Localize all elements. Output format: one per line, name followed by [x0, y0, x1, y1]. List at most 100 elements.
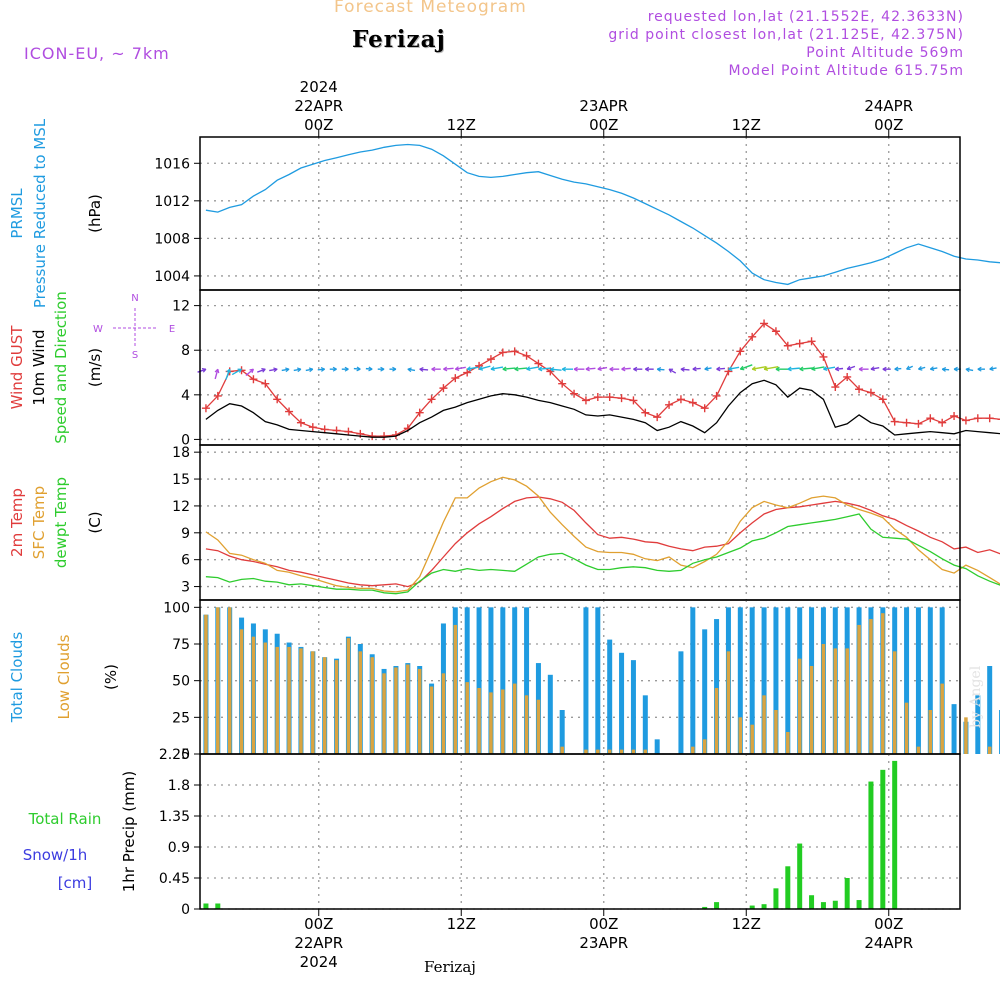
low-clouds-bar [453, 624, 458, 754]
location-name: Ferizaj [352, 26, 446, 53]
wind-arrow-head [296, 367, 302, 373]
wind-arrow-head [811, 366, 816, 372]
low-clouds-bar [489, 692, 493, 754]
total-clouds-bar [595, 607, 601, 754]
gust-marker [344, 427, 353, 436]
wind-direction-arrow [231, 368, 242, 376]
wind-arrow-head [633, 366, 638, 372]
low-clouds-bar [714, 688, 719, 754]
wind-arrow-head [704, 366, 709, 372]
low-clouds-bar [299, 648, 303, 754]
y-tick-label: 12 [172, 299, 190, 315]
compass-west: W [93, 324, 103, 335]
wind-arrow-head [526, 366, 531, 372]
wind-arrow-head [380, 366, 385, 372]
wind-arrow-head [775, 366, 780, 372]
total-rain-bar [773, 888, 779, 909]
wind-arrow-head [977, 366, 982, 372]
wind-gust-line [205, 322, 1000, 437]
y-tick-label: 0 [181, 747, 190, 763]
wind-arrow-head [621, 366, 626, 372]
wind-direction-arrow [443, 367, 454, 370]
wind-arrow-head [739, 365, 745, 371]
wind-direction-arrow [502, 367, 516, 370]
precip-legend-snow: Snow/1h [23, 846, 88, 864]
low-clouds-bar [370, 657, 374, 754]
wind-arrow-head [332, 366, 337, 372]
wind-direction-arrow [668, 368, 677, 374]
low-clouds-bar [607, 749, 612, 754]
gust-marker [665, 400, 674, 409]
low-clouds-bar [501, 689, 505, 754]
gust-marker [676, 395, 685, 404]
total-rain-bar [749, 905, 755, 909]
total-clouds-bar [619, 652, 625, 754]
y-axis-label: 1hr Precip (mm) [120, 771, 138, 892]
low-clouds-bar [726, 651, 731, 754]
wind-arrow-head [894, 366, 899, 372]
wind-direction-arrow [787, 367, 800, 370]
gust-marker [451, 374, 460, 383]
y-axis-label: (m/s) [86, 348, 104, 387]
low-clouds-bar [987, 746, 992, 754]
bottom-time-label: 00Z [874, 915, 903, 933]
compass-south: S [132, 350, 138, 361]
bottom-time-label: 00Z [589, 915, 618, 933]
low-clouds-bar [406, 664, 410, 754]
low-clouds-bar [227, 607, 232, 754]
low-clouds-bar [774, 710, 778, 754]
wind-arrow-head [356, 366, 361, 372]
gust-marker [878, 395, 887, 404]
low-clouds-bar [821, 644, 826, 754]
low-clouds-bar [287, 646, 291, 754]
bottom-time-label: 22APR [294, 934, 343, 952]
wind-direction-arrow [419, 368, 429, 371]
gust-marker [831, 383, 840, 392]
gust-marker [688, 398, 697, 407]
low-clouds-bar [904, 702, 909, 754]
total-rain-bar [215, 903, 221, 909]
gust-marker [712, 391, 721, 400]
low-clouds-bar [881, 613, 885, 754]
top-time-label: 22APR [294, 97, 343, 115]
total-clouds-bar [702, 629, 708, 754]
wind-direction-arrow [455, 366, 466, 370]
total-clouds-bar [547, 674, 553, 754]
wind-arrow-head [538, 366, 543, 372]
precip-legend-rain: Total Rain [28, 810, 102, 828]
wind-arrow-head [941, 367, 947, 372]
low-clouds-bar [322, 657, 327, 754]
wind-direction-arrow [197, 368, 207, 373]
y-axis-label: (hPa) [86, 194, 104, 233]
low-clouds-bar [394, 667, 398, 754]
wind-arrow-head [716, 366, 721, 372]
gust-marker [855, 385, 864, 394]
total-clouds-bar [737, 607, 743, 754]
wind-arrow-head [989, 366, 994, 372]
model-label: ICON-EU, ~ 7km [24, 44, 170, 63]
low-clouds-bar [596, 749, 600, 754]
total-clouds-bar [987, 666, 993, 754]
low-clouds-bar [382, 673, 386, 754]
footer-location: Ferizaj [424, 958, 476, 976]
wind-arrow-head [273, 367, 278, 373]
model-altitude: Model Point Altitude 615.75m [728, 63, 964, 79]
wind-arrow-head [407, 367, 412, 373]
wind-arrow-head [431, 366, 436, 372]
wind-arrow-head [201, 367, 207, 373]
wind-arrow-head [656, 367, 662, 372]
wind-direction-arrow [799, 367, 814, 370]
wind-arrow-head [929, 366, 935, 372]
wind-arrow-head [787, 366, 792, 372]
wind-arrow-head [751, 366, 757, 372]
y-tick-label: 6 [181, 553, 190, 569]
wind-arrow-head [237, 368, 243, 373]
gust-marker [368, 432, 377, 441]
y-tick-label: 1004 [154, 269, 190, 285]
total-rain-bar [714, 902, 720, 909]
total-rain-bar [761, 904, 767, 909]
wind-arrow-head [344, 366, 349, 372]
total-clouds-bar [630, 660, 636, 754]
total-clouds-bar [464, 607, 470, 754]
wind-direction-arrow [467, 366, 479, 370]
